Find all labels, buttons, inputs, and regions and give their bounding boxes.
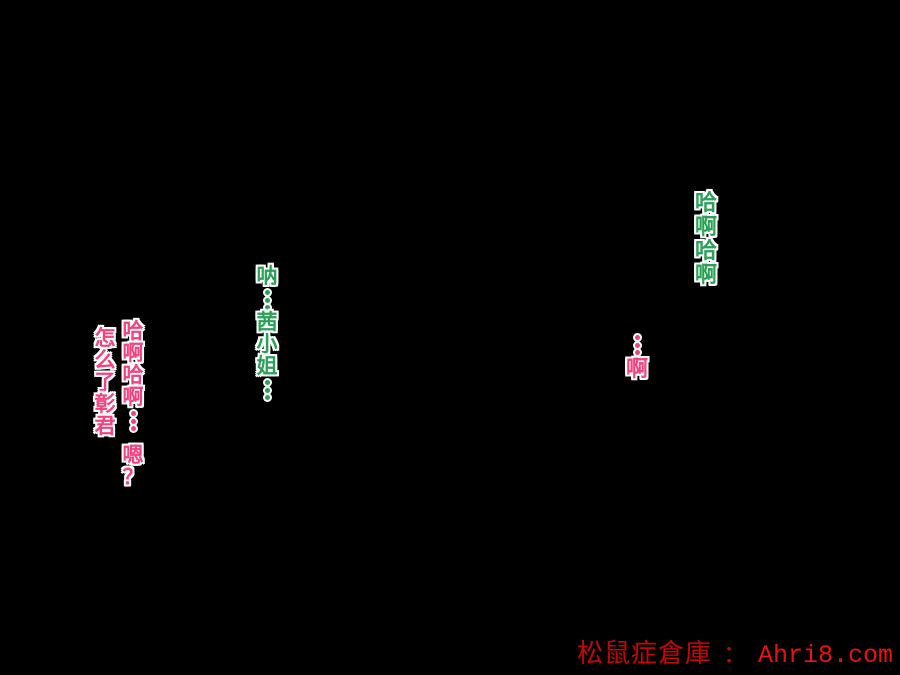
vertical-text-column: 哈啊哈啊	[692, 191, 720, 287]
dialogue-character: 彰	[94, 393, 116, 416]
dialogue-character: 君	[94, 415, 116, 438]
dialogue-character: 怎	[94, 327, 116, 350]
vertical-ellipsis	[264, 288, 270, 312]
ellipsis-dot	[634, 335, 640, 341]
ellipsis-dot	[264, 304, 270, 310]
ellipsis-dot	[130, 425, 136, 431]
dialogue-character: 啊	[625, 356, 648, 381]
ellipsis-dot	[264, 387, 270, 393]
dialogue-character: 么	[94, 349, 116, 372]
speech-text-nee-akane: 呐茜小姐	[253, 266, 281, 402]
vertical-text-column: 呐茜小姐	[253, 266, 281, 402]
ellipsis-dot	[264, 297, 270, 303]
vertical-ellipsis	[264, 378, 270, 402]
speech-text-panting-top-right: 哈啊哈啊	[692, 191, 720, 287]
dialogue-character: 哈	[694, 190, 717, 215]
dialogue-character: 啊	[694, 214, 717, 239]
dialogue-character: 啊	[694, 262, 717, 287]
dialogue-character: ？	[122, 466, 144, 489]
dialogue-character: 啊	[122, 386, 144, 409]
dialogue-character: 哈	[122, 364, 144, 387]
ellipsis-dot	[130, 418, 136, 424]
dialogue-character: 哈	[694, 238, 717, 263]
vertical-text-column: 哈啊哈啊嗯？	[119, 321, 147, 489]
vertical-text-column: 啊	[623, 333, 651, 381]
ellipsis-dot	[634, 349, 640, 355]
watermark-url: Ahri8.com	[757, 641, 893, 670]
dialogue-character: 姐	[256, 355, 278, 378]
dialogue-character: 了	[94, 371, 116, 394]
watermark-site-name: 松鼠症倉庫	[576, 639, 712, 668]
vertical-text-column: 怎么了彰君	[91, 328, 119, 489]
vertical-ellipsis	[130, 409, 136, 433]
ellipsis-dot	[264, 394, 270, 400]
dialogue-character: 嗯	[122, 444, 144, 467]
ellipsis-dot	[634, 342, 640, 348]
ellipsis-dot	[264, 290, 270, 296]
dialogue-character: 茜	[256, 311, 278, 334]
vertical-ellipsis	[634, 333, 640, 357]
speech-text-ah-middle: 啊	[623, 333, 651, 381]
dialogue-character: 小	[256, 333, 278, 356]
dialogue-character: 啊	[122, 342, 144, 365]
dialogue-character: 呐	[256, 265, 278, 288]
ellipsis-dot	[264, 380, 270, 386]
watermark: 松鼠症倉庫 ： Ahri8.com	[577, 633, 893, 670]
watermark-separator: ：	[722, 642, 747, 668]
ellipsis-dot	[130, 411, 136, 417]
dialogue-character: 哈	[122, 320, 144, 343]
speech-text-panting-left: 哈啊哈啊嗯？怎么了彰君	[91, 321, 147, 489]
